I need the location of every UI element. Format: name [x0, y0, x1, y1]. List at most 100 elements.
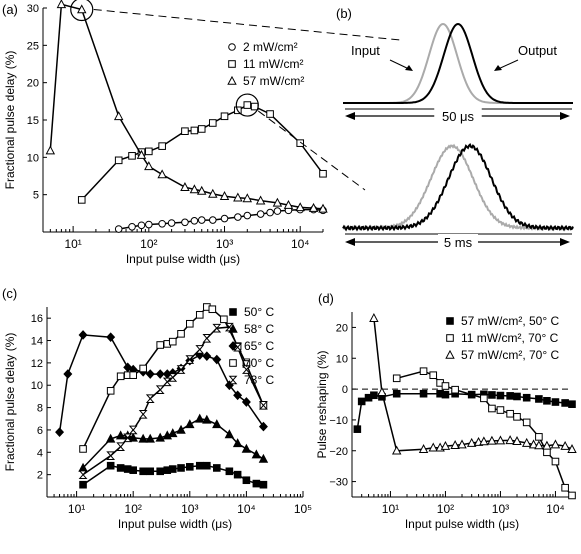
data-point	[212, 354, 222, 365]
legend-label: 57 mW/cm², 70° C	[461, 348, 559, 362]
data-point	[203, 461, 211, 470]
data-point	[116, 372, 125, 381]
data-point	[273, 207, 282, 215]
panel-b-label: (b)	[336, 6, 352, 21]
x-tick-label: 10¹	[68, 502, 85, 516]
output-pointer-head	[494, 65, 502, 71]
data-point	[451, 385, 459, 394]
data-point	[220, 112, 229, 121]
data-point	[176, 365, 186, 374]
x-tick-label: 10⁴	[546, 502, 565, 516]
series-line	[49, 3, 324, 210]
x-tick-label: 10⁵	[294, 502, 312, 516]
data-point	[158, 219, 166, 228]
x-tick-label: 10²	[437, 502, 454, 516]
panel-a-label: (a)	[2, 2, 18, 17]
data-point	[295, 202, 305, 212]
panel-d-label: (d)	[318, 291, 334, 306]
data-point	[106, 461, 115, 470]
data-point	[157, 169, 167, 179]
chart-a: 5 10 15 20 25 30 10¹ 10² 10³ 10⁴ Input pulse width…	[3, 0, 328, 266]
time-scale-label: 50 μs	[442, 109, 475, 124]
data-point	[225, 467, 234, 476]
y-tick-label: 4	[37, 447, 43, 459]
data-point	[308, 202, 319, 212]
data-point	[136, 149, 147, 159]
legend-marker	[228, 323, 238, 333]
y-tick-label: 8	[37, 403, 43, 415]
data-point	[561, 483, 569, 492]
data-point	[137, 221, 146, 230]
data-point	[319, 169, 327, 178]
data-point	[145, 394, 155, 403]
data-point	[266, 208, 274, 217]
data-point	[560, 440, 570, 450]
data-point	[190, 126, 199, 135]
data-point	[138, 433, 148, 443]
data-point	[296, 139, 305, 147]
legend-label: 70° C	[244, 356, 274, 370]
data-point	[63, 369, 73, 379]
data-point	[543, 397, 551, 405]
data-point	[506, 409, 514, 418]
data-point	[213, 464, 221, 472]
data-point	[106, 451, 116, 460]
data-point	[106, 387, 115, 395]
data-point	[513, 392, 521, 401]
chart-b: 50 μs 5 ms Input Output	[93, 8, 574, 250]
data-point	[220, 315, 228, 324]
data-point	[568, 491, 576, 500]
data-point	[496, 391, 505, 400]
data-point	[440, 440, 451, 450]
zoom-connector	[258, 110, 366, 191]
data-point	[542, 440, 552, 450]
data-point	[208, 188, 218, 198]
data-point	[185, 355, 195, 364]
data-point	[202, 333, 212, 343]
x-tick-label: 10³	[492, 502, 509, 516]
y-tick-label: −10	[329, 415, 348, 427]
data-point	[266, 110, 274, 118]
arrowhead-left	[345, 112, 355, 120]
data-point	[195, 413, 205, 423]
arrowhead-right	[560, 238, 570, 246]
data-point	[233, 192, 243, 202]
highlight-circle	[235, 93, 259, 117]
data-point	[488, 404, 496, 413]
data-point	[167, 219, 176, 227]
data-point	[114, 225, 123, 233]
data-point	[168, 428, 178, 438]
y-tick-label: 0	[342, 384, 348, 396]
chart-d: 20 10 0 −10 −20 −30 10¹ 10² 10³ 10⁴ Input pulse wi…	[315, 312, 577, 531]
y-tick-label: 10	[31, 380, 43, 392]
data-point	[258, 421, 268, 432]
x-tick-label: 10³	[216, 237, 233, 251]
output-label: Output	[518, 43, 557, 58]
chart-c: 2 4 6 8 10 12 14 16 10¹ 10² 10³ 10⁴ 10⁵ Input pulse w…	[3, 303, 312, 531]
data-point	[105, 433, 116, 443]
y-tick-label: −30	[329, 477, 348, 489]
data-point	[128, 425, 138, 435]
data-point	[242, 193, 253, 203]
y-axis-label: Fractional pulse delay (%)	[3, 51, 17, 190]
data-point	[185, 419, 195, 429]
data-point	[370, 391, 378, 400]
data-point	[259, 480, 268, 489]
legend-marker	[228, 375, 238, 385]
x-axis-label: Input pulse width (μs)	[118, 517, 232, 531]
data-point	[212, 419, 222, 429]
legend-marker	[227, 75, 237, 85]
data-point	[144, 161, 154, 171]
data-point	[535, 395, 543, 403]
legend-marker	[229, 359, 237, 367]
legend-marker	[228, 43, 236, 51]
legend-label: 57 mW/cm²	[243, 74, 304, 88]
data-point	[146, 467, 155, 476]
x-tick-label: 10²	[140, 237, 157, 251]
data-point	[418, 444, 429, 454]
data-point	[145, 369, 155, 379]
data-point	[197, 216, 206, 224]
data-point	[180, 182, 190, 191]
time-scale-label: 5 ms	[444, 235, 473, 250]
